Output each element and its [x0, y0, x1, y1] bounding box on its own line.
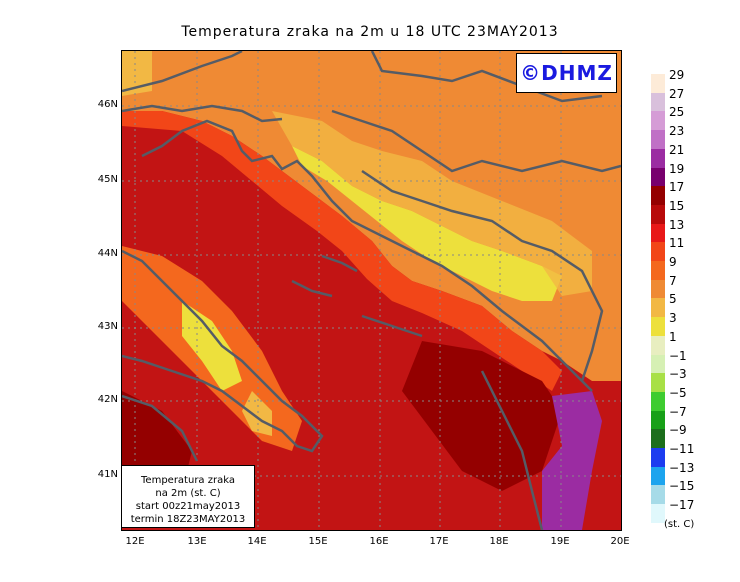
legend-unit: (st. C) — [664, 519, 695, 530]
legend-label: −7 — [669, 404, 687, 419]
legend-swatch — [651, 74, 665, 93]
legend-label: 9 — [669, 255, 677, 269]
lon-label: 13E — [187, 536, 207, 547]
lon-label: 16E — [369, 536, 389, 547]
legend-swatch — [651, 485, 665, 505]
legend-label: −5 — [669, 385, 687, 400]
info-line-3: start 00z21may2013 — [135, 501, 241, 512]
purple-region — [542, 391, 602, 530]
lon-label: 15E — [308, 536, 328, 547]
lat-label: 42N — [97, 394, 118, 405]
legend-swatch — [651, 242, 665, 262]
legend-label: 11 — [669, 236, 685, 251]
legend-swatch — [651, 186, 665, 206]
lat-label: 41N — [97, 469, 118, 480]
map-canvas — [122, 51, 621, 530]
lon-label: 12E — [125, 536, 145, 547]
lat-label: 46N — [97, 99, 118, 110]
legend-swatch — [651, 148, 665, 168]
lon-label: 14E — [247, 536, 267, 547]
legend-swatch — [651, 448, 665, 467]
legend-swatch — [651, 261, 665, 280]
lat-label: 43N — [97, 321, 118, 332]
temperature-map — [121, 50, 622, 531]
legend-swatch — [651, 279, 665, 299]
legend-swatch — [651, 130, 665, 150]
legend-label: 29 — [669, 68, 685, 82]
lon-label: 19E — [550, 536, 570, 547]
legend-label: −15 — [669, 479, 695, 494]
legend-label: 27 — [669, 86, 685, 101]
graticule — [122, 51, 621, 530]
legend-label: −3 — [669, 367, 687, 382]
legend-label: 23 — [669, 124, 685, 139]
legend-swatch — [651, 223, 665, 243]
legend-label: 5 — [669, 292, 677, 307]
italy-yellow — [182, 301, 242, 391]
legend-label: 7 — [669, 273, 677, 288]
legend-label: 1 — [669, 329, 677, 344]
lon-label: 18E — [489, 536, 509, 547]
info-box: Temperatura zraka na 2m (st. C) start 00… — [121, 465, 255, 528]
legend-swatch — [651, 391, 665, 411]
coastal-band — [122, 111, 562, 391]
legend-label: 3 — [669, 311, 677, 326]
legend-label: 15 — [669, 198, 685, 213]
legend-label: −9 — [669, 423, 687, 438]
legend-label: −13 — [669, 460, 695, 475]
info-line-1: Temperatura zraka — [141, 475, 235, 486]
legend-label: −1 — [669, 348, 687, 363]
legend-swatch — [651, 504, 665, 524]
dhmz-logo: ©DHMZ — [516, 53, 617, 93]
legend-swatch — [651, 466, 665, 486]
coastlines — [122, 51, 621, 530]
legend-swatch — [651, 410, 665, 430]
legend-swatch — [651, 317, 665, 337]
info-line-4: termin 18Z23MAY2013 — [130, 514, 246, 525]
legend-swatch — [651, 204, 665, 224]
legend-label: 19 — [669, 161, 685, 176]
legend-swatch — [651, 298, 665, 318]
lon-label: 20E — [610, 536, 630, 547]
map-title: Temperatura zraka na 2m u 18 UTC 23MAY20… — [181, 24, 559, 40]
legend-swatch — [651, 167, 665, 187]
legend-swatch — [651, 354, 665, 374]
italy-highland — [242, 391, 272, 436]
lat-label: 45N — [97, 174, 118, 185]
legend-label: 13 — [669, 217, 685, 232]
legend-swatch — [651, 373, 665, 393]
lon-label: 17E — [429, 536, 449, 547]
legend-swatch — [651, 429, 665, 449]
highland-yellow — [292, 146, 562, 301]
legend-label: 25 — [669, 105, 685, 120]
legend-swatch — [651, 335, 665, 355]
legend-label: −11 — [669, 442, 695, 456]
legend-swatch — [651, 92, 665, 112]
legend-label: 21 — [669, 142, 685, 157]
lat-label: 44N — [97, 248, 118, 259]
info-line-2: na 2m (st. C) — [155, 488, 221, 499]
legend-label: 17 — [669, 180, 685, 195]
legend-label: −17 — [669, 498, 695, 513]
legend-swatch — [651, 111, 665, 131]
